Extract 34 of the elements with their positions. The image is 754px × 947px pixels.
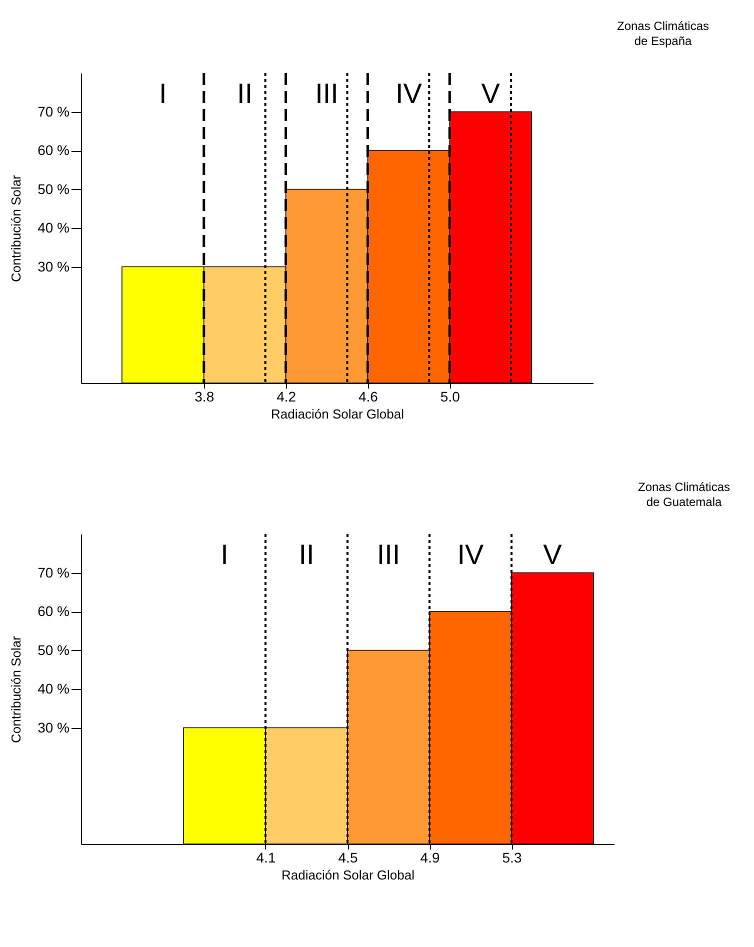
x-tick-label: 4.2 bbox=[276, 388, 296, 404]
y-axis-title: Contribución Solar bbox=[8, 635, 24, 743]
y-tick-label: 60 % bbox=[38, 142, 70, 158]
y-axis-title: Contribución Solar bbox=[8, 174, 24, 282]
x-axis-title: Radiación Solar Global bbox=[282, 868, 415, 882]
annotation: V bbox=[543, 539, 562, 570]
x-tick-label: 4.6 bbox=[358, 388, 378, 404]
y-tick-label: 70 % bbox=[38, 564, 70, 580]
x-tick-label: 4.5 bbox=[338, 850, 358, 866]
annotation: III bbox=[315, 78, 338, 109]
x-tick-label: 5.3 bbox=[502, 850, 522, 866]
x-axis-title: Radiación Solar Global bbox=[271, 406, 404, 422]
y-tick-label: 70 % bbox=[38, 103, 70, 120]
annotation: II bbox=[237, 78, 253, 109]
text: Zonas Climáticas de Guatemala bbox=[638, 480, 730, 509]
y-tick-label: 40 % bbox=[38, 680, 70, 696]
annotation: IV bbox=[457, 539, 484, 570]
annotation: I bbox=[159, 78, 167, 109]
y-tick-label: 60 % bbox=[38, 603, 70, 619]
annotation: V bbox=[481, 78, 500, 109]
x-tick-label: 5.0 bbox=[440, 388, 460, 404]
y-tick-label: 40 % bbox=[38, 220, 70, 236]
y-tick-label: 50 % bbox=[38, 180, 70, 197]
y-tick-label: 30 % bbox=[38, 258, 70, 274]
y-tick-label: 30 % bbox=[38, 719, 70, 736]
x-tick-label: 4.9 bbox=[420, 850, 440, 866]
annotation: III bbox=[376, 539, 400, 570]
y-tick-label: 50 % bbox=[38, 642, 70, 658]
annotation: IV bbox=[395, 78, 422, 109]
x-tick-label: 3.8 bbox=[194, 388, 214, 404]
annotation: I bbox=[220, 539, 228, 570]
annotation: II bbox=[298, 539, 314, 570]
text: Zonas Climáticas de España bbox=[616, 19, 710, 48]
x-tick-label: 4.1 bbox=[256, 850, 276, 866]
